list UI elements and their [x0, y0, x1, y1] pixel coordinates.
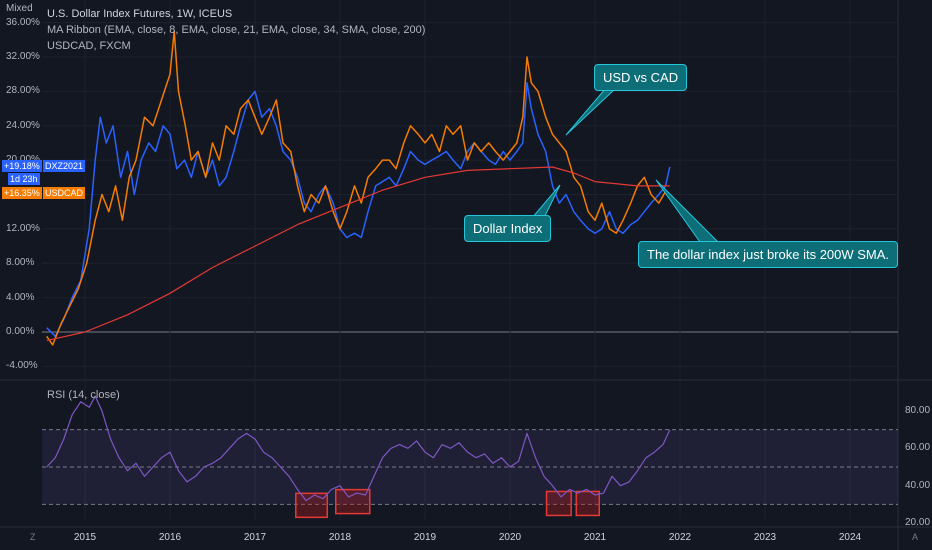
time-tick-label: 2022 [668, 532, 692, 543]
series-line-sma-200 [46, 166, 670, 342]
rsi-line [46, 395, 671, 502]
rsi-y-tick-label: 40.00 [905, 479, 931, 491]
time-tick-label: 2015 [73, 532, 97, 543]
main-y-tick-label: 36.00% [6, 16, 40, 28]
time-tick-label: 2018 [328, 532, 352, 543]
time-tick-label: 2020 [498, 532, 522, 543]
dx-name-badge: DXZ2021 [43, 160, 86, 172]
main-y-tick-label: 8.00% [6, 257, 35, 269]
usdcad-value-badge: +16.35% [2, 187, 42, 199]
dx-countdown-badge: 1d 23h [8, 173, 40, 185]
series-line-dxz2021 [46, 82, 671, 338]
main-y-tick-label: 20.00% [6, 154, 40, 165]
time-tick-label: 2021 [583, 532, 607, 543]
series-line-usdcad [46, 30, 667, 346]
main-y-tick-label: 24.00% [6, 119, 40, 131]
usd-vs-cad-callout[interactable]: USD vs CAD [594, 64, 688, 91]
chart-title: U.S. Dollar Index Futures, 1W, ICEUS [47, 8, 233, 20]
rsi-oversold-box [335, 488, 371, 515]
main-y-tick-label: 0.00% [6, 326, 35, 337]
dx-value-badge: +19.18% [2, 160, 42, 172]
rsi-y-tick-label: 80.00 [905, 405, 931, 416]
rsi-legend[interactable]: RSI (14, close) [47, 389, 120, 401]
main-y-tick-label: 12.00% [6, 222, 40, 234]
usdcad-legend[interactable]: USDCAD, FXCM [47, 40, 131, 52]
time-tick-label: 2019 [413, 532, 437, 543]
rsi-oversold-box [575, 490, 600, 517]
time-tick-label: 2016 [158, 532, 182, 543]
rsi-y-tick-label: 20.00 [905, 517, 931, 528]
usdcad-name-badge: USDCAD [43, 187, 86, 199]
auto-scale-icon[interactable]: A [912, 532, 919, 542]
ma-ribbon-legend[interactable]: MA Ribbon (EMA, close, 8, EMA, close, 21… [47, 24, 426, 36]
main-y-tick-label: -4.00% [6, 360, 38, 372]
zoom-icon[interactable]: Z [30, 532, 36, 542]
usd-vs-cad-pointer [565, 87, 618, 136]
time-tick-label: 2023 [753, 532, 777, 543]
rsi-y-tick-label: 60.00 [905, 442, 931, 454]
dollar-index-pointer [530, 184, 561, 219]
main-y-tick-label: 4.00% [6, 291, 35, 303]
rsi-oversold-box [545, 490, 572, 517]
time-tick-label: 2024 [838, 532, 862, 543]
time-tick-label: 2017 [243, 532, 267, 543]
dollar-index-callout[interactable]: Dollar Index [464, 215, 552, 242]
scale-mode-label[interactable]: Mixed [6, 3, 33, 14]
sma-break-callout[interactable]: The dollar index just broke its 200W SMA… [638, 241, 899, 268]
sma-break-pointer [655, 179, 720, 243]
main-y-tick-label: 28.00% [6, 85, 40, 97]
main-y-tick-label: 32.00% [6, 51, 40, 62]
